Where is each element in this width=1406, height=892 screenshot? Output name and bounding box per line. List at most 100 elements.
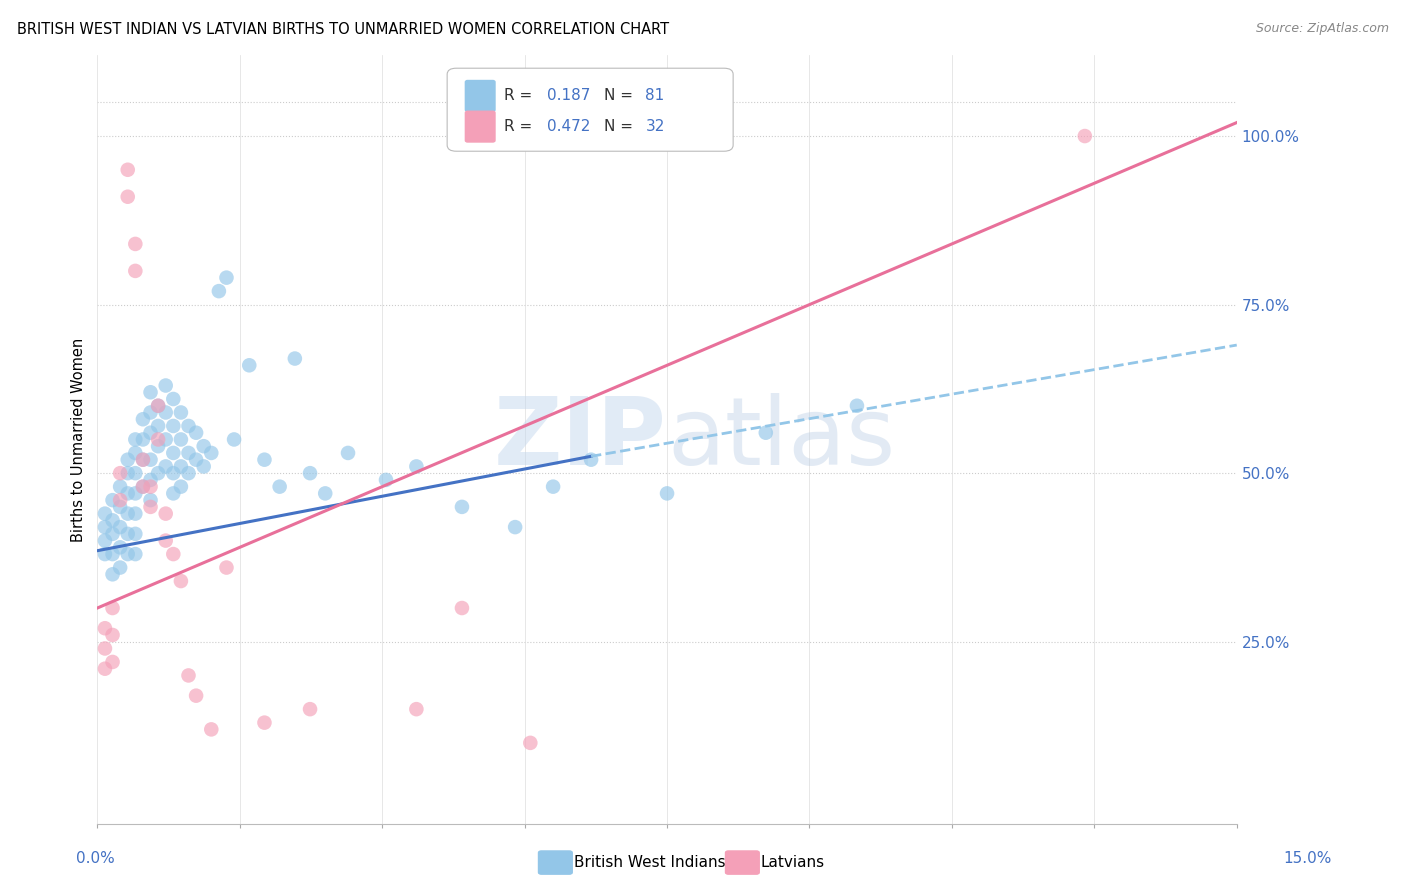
Point: [162, 486, 184, 500]
Point: [177, 446, 200, 460]
Text: atlas: atlas: [666, 393, 896, 485]
Y-axis label: Births to Unmarried Women: Births to Unmarried Women: [72, 337, 86, 541]
Point: [132, 452, 155, 467]
FancyBboxPatch shape: [465, 80, 495, 112]
Point: [170, 574, 193, 588]
Text: 32: 32: [645, 120, 665, 134]
Point: [375, 473, 398, 487]
Point: [655, 486, 678, 500]
Point: [101, 513, 124, 527]
Point: [184, 689, 207, 703]
Point: [200, 723, 222, 737]
Point: [108, 560, 131, 574]
Point: [162, 547, 184, 561]
Point: [101, 567, 124, 582]
Point: [253, 452, 276, 467]
Text: BRITISH WEST INDIAN VS LATVIAN BIRTHS TO UNMARRIED WOMEN CORRELATION CHART: BRITISH WEST INDIAN VS LATVIAN BIRTHS TO…: [17, 22, 669, 37]
Text: Source: ZipAtlas.com: Source: ZipAtlas.com: [1256, 22, 1389, 36]
Point: [101, 655, 124, 669]
Point: [139, 480, 162, 494]
Point: [146, 399, 169, 413]
Point: [155, 507, 177, 521]
Point: [155, 405, 177, 419]
Point: [124, 264, 146, 278]
Text: 15.0%: 15.0%: [1284, 851, 1331, 865]
Point: [155, 459, 177, 474]
Point: [405, 702, 427, 716]
Point: [124, 236, 146, 251]
Point: [519, 736, 541, 750]
Point: [94, 547, 117, 561]
Point: [101, 628, 124, 642]
Point: [117, 526, 139, 541]
Text: 0.187: 0.187: [547, 88, 591, 103]
Point: [155, 378, 177, 392]
Point: [579, 452, 602, 467]
FancyBboxPatch shape: [447, 68, 733, 152]
Point: [170, 459, 193, 474]
Point: [1074, 129, 1097, 144]
Point: [253, 715, 276, 730]
Point: [132, 452, 155, 467]
Point: [108, 520, 131, 534]
Point: [139, 425, 162, 440]
Text: Latvians: Latvians: [761, 855, 825, 870]
Point: [162, 392, 184, 406]
Point: [101, 601, 124, 615]
Point: [162, 446, 184, 460]
Point: [155, 533, 177, 548]
FancyBboxPatch shape: [465, 112, 495, 142]
Point: [451, 500, 474, 514]
Point: [177, 419, 200, 434]
Point: [94, 641, 117, 656]
Text: R =: R =: [505, 88, 537, 103]
Point: [215, 270, 238, 285]
Point: [108, 466, 131, 480]
Point: [117, 507, 139, 521]
Text: ZIP: ZIP: [494, 393, 666, 485]
Point: [139, 385, 162, 400]
Point: [124, 507, 146, 521]
Point: [162, 419, 184, 434]
Point: [94, 662, 117, 676]
Point: [146, 419, 169, 434]
Text: 0.472: 0.472: [547, 120, 591, 134]
Point: [139, 473, 162, 487]
Point: [170, 433, 193, 447]
Point: [117, 466, 139, 480]
Point: [108, 541, 131, 555]
Point: [124, 547, 146, 561]
Point: [177, 466, 200, 480]
Point: [117, 547, 139, 561]
Point: [193, 439, 215, 453]
Text: 81: 81: [645, 88, 665, 103]
Point: [314, 486, 336, 500]
Point: [101, 493, 124, 508]
Point: [124, 486, 146, 500]
Point: [193, 459, 215, 474]
Point: [117, 162, 139, 177]
Point: [101, 547, 124, 561]
Text: N =: N =: [605, 88, 638, 103]
Point: [451, 601, 474, 615]
Point: [124, 466, 146, 480]
Point: [139, 452, 162, 467]
Point: [200, 446, 222, 460]
Point: [845, 399, 868, 413]
Point: [299, 466, 322, 480]
Point: [117, 452, 139, 467]
Point: [124, 433, 146, 447]
Text: British West Indians: British West Indians: [574, 855, 725, 870]
Point: [146, 399, 169, 413]
Point: [755, 425, 778, 440]
Point: [132, 480, 155, 494]
Point: [337, 446, 360, 460]
Point: [177, 668, 200, 682]
Text: N =: N =: [605, 120, 638, 134]
Point: [541, 480, 564, 494]
Point: [108, 480, 131, 494]
Point: [222, 433, 245, 447]
Point: [146, 433, 169, 447]
Point: [101, 526, 124, 541]
Point: [94, 621, 117, 635]
